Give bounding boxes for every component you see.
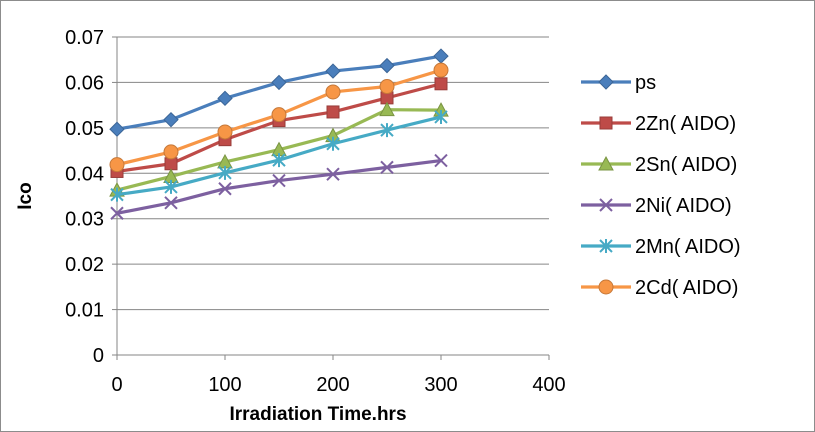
legend-label: 2Zn( AIDO) [635, 113, 736, 135]
data-point-marker [326, 105, 340, 119]
data-point-marker [434, 153, 448, 168]
legend-marker [599, 116, 613, 130]
series-3 [110, 153, 448, 220]
data-point-marker [218, 165, 232, 180]
legend-label: ps [635, 72, 656, 94]
data-point-marker [433, 48, 449, 64]
data-point-marker [272, 153, 286, 168]
data-point-marker [109, 157, 125, 173]
legend-label: 2Mn( AIDO) [635, 236, 741, 258]
legend: ps 2Zn( AIDO) 2Sn( AIDO) 2Ni( AIDO) 2Mn( AID… [581, 72, 741, 299]
x-tick-label: 0 [111, 374, 122, 396]
data-point-marker [380, 160, 394, 175]
data-point-marker [379, 79, 395, 95]
y-tick-label: 0.02 [65, 254, 104, 276]
legend-marker [598, 279, 614, 295]
legend-marker [599, 239, 613, 253]
y-tick-label: 0.07 [65, 27, 104, 49]
data-point-marker [379, 101, 395, 117]
data-point-marker [325, 63, 341, 79]
data-point-marker [434, 77, 448, 91]
data-point-marker [164, 157, 178, 171]
data-point-marker [272, 173, 286, 188]
data-point-marker [217, 124, 233, 140]
data-point-marker [271, 107, 287, 123]
legend-marker [598, 155, 614, 171]
y-tick-label: 0.04 [65, 163, 104, 185]
legend-entry: 2Ni( AIDO) [581, 195, 732, 217]
legend-entry: 2Cd( AIDO) [581, 277, 738, 299]
data-point-marker [164, 196, 178, 210]
data-point-marker [110, 187, 124, 202]
y-tick-label: 0.03 [65, 209, 104, 231]
data-point-marker [164, 179, 178, 194]
x-tick-label: 200 [316, 374, 349, 396]
data-point-marker [434, 109, 448, 124]
x-axis-title: Irradiation Time.hrs [229, 404, 406, 425]
legend-label: 2Sn( AIDO) [635, 154, 737, 176]
legend-marker [599, 198, 613, 212]
legend-marker [598, 74, 614, 90]
x-tick-label: 300 [424, 374, 457, 396]
data-point-marker [163, 111, 179, 128]
legend-entry: 2Sn( AIDO) [581, 154, 737, 176]
legend-label: 2Ni( AIDO) [635, 195, 732, 217]
y-tick-label: 0.06 [65, 72, 104, 94]
data-point-marker [163, 144, 179, 160]
series-0 [109, 48, 449, 137]
data-point-marker [380, 123, 394, 138]
x-tick-label: 400 [532, 374, 565, 396]
data-point-marker [325, 84, 341, 100]
data-point-marker [326, 167, 340, 181]
data-point-marker [326, 136, 340, 151]
data-series [109, 48, 449, 220]
legend-entry: ps [581, 72, 656, 94]
data-point-marker [217, 90, 233, 107]
data-point-marker [433, 62, 449, 78]
data-point-marker [271, 74, 287, 91]
y-tick-label: 0.01 [65, 300, 104, 322]
data-point-marker [218, 182, 232, 196]
axes: 0 0.01 0.02 0.03 0.04 0.05 0.06 0.07 0 100 200 300 4… [65, 27, 566, 396]
y-tick-label: 0.05 [65, 118, 104, 140]
legend-label: 2Cd( AIDO) [635, 277, 738, 299]
data-point-marker [109, 121, 125, 137]
data-point-marker [110, 206, 124, 220]
series-5 [109, 62, 449, 173]
legend-entry: 2Mn( AIDO) [581, 236, 741, 258]
y-axis-title: Ico [15, 182, 36, 209]
x-tick-label: 100 [208, 374, 241, 396]
series-4 [110, 109, 448, 202]
legend-entry: 2Zn( AIDO) [581, 113, 736, 135]
data-point-marker [379, 57, 395, 74]
y-tick-label: 0 [93, 345, 104, 367]
